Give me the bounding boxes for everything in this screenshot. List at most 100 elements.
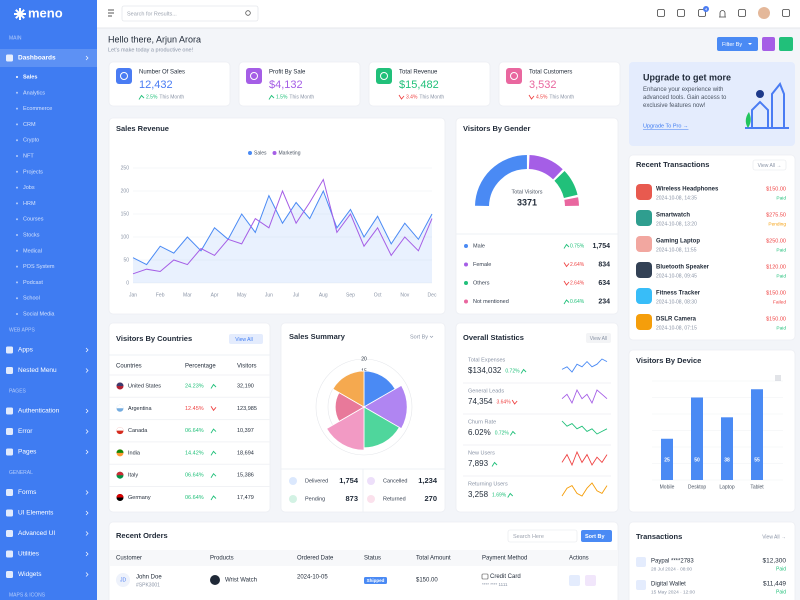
topbar-icon[interactable] [738,9,746,17]
country-percent: 06.64% [185,495,204,501]
transaction-name: Smartwatch [656,213,690,219]
x-tick-label: Oct [374,292,382,298]
legend-label: Sales [254,151,267,157]
menu-item[interactable]: UI Elements [18,510,54,517]
submenu-item[interactable]: School [23,296,40,302]
submenu-item[interactable]: Ecommerce [23,106,52,112]
trend-arrow [520,368,527,374]
submenu-item[interactable]: Podcast [23,280,43,286]
topbar-icon[interactable] [782,9,790,17]
chevron [85,449,89,455]
x-tick-label: Feb [156,292,165,298]
legend-label: Marketing [279,151,301,157]
transaction-amount: $12,300 [763,558,787,565]
action-view[interactable] [569,575,580,586]
submenu-item[interactable]: NFT [23,153,34,159]
sort-button[interactable] [581,530,612,542]
export-button[interactable] [762,37,775,51]
bell-icon[interactable] [719,10,726,18]
sort-label[interactable]: Sort By [410,334,428,340]
search-input[interactable] [507,529,578,543]
submenu-item[interactable]: Jobs [23,185,35,191]
menu-toggle[interactable] [108,9,114,17]
submenu-item[interactable]: Sales [23,74,37,80]
upgrade-link[interactable]: Upgrade To Pro → [643,123,688,129]
topbar-icon[interactable] [698,9,706,17]
bullet [16,281,18,284]
submenu-item[interactable]: Medical [23,248,42,254]
status-icon [289,477,297,485]
section-heading: WEB APPS [9,327,36,333]
payment-method: Credit Card [490,574,521,580]
bar-value-label: 55 [754,457,760,463]
x-tick-label: Sep [346,292,355,298]
order-date: 2024-10-05 [297,575,328,581]
trend-arrow [563,262,570,268]
sparkline [561,388,608,405]
submenu-item[interactable]: Analytics [23,90,45,96]
bullet [16,234,18,236]
action-edit[interactable] [585,575,596,586]
view-all-button[interactable] [229,334,263,344]
submenu-item[interactable]: HRM [23,201,36,207]
stat-change: 1.5% [276,94,288,100]
sparkline [561,420,608,435]
product-icon [636,184,652,200]
button-label[interactable]: View All → [758,163,782,169]
submenu-item[interactable]: Courses [23,217,44,223]
search-input[interactable] [121,5,259,22]
stat-change: 0.72% [505,368,520,374]
greeting: Hello there, Arjun Arora [108,34,201,44]
stat-value: 7,893 [468,459,489,468]
menu-item[interactable]: Advanced UI [18,530,55,537]
submenu-item[interactable]: CRM [23,122,36,128]
menu-item[interactable]: Nested Menu [18,367,57,374]
topbar-icon[interactable] [657,9,665,17]
submenu-item[interactable]: Social Media [23,311,55,317]
menu-icon[interactable] [775,375,781,381]
view-all-link[interactable]: View All → [762,534,786,540]
menu-icon [6,346,13,354]
upgrade-card [629,62,795,146]
x-tick-label: Nov [400,292,409,298]
section-heading: GENERAL [9,470,33,476]
center-label: Total Visitors [511,189,542,195]
payment-icon [636,580,646,590]
submenu-item[interactable]: Crypto [23,138,39,144]
card [628,521,796,600]
polar-slice [363,406,400,449]
menu-item[interactable]: Utilities [18,551,40,558]
x-tick-label: Jul [293,292,299,298]
menu-item[interactable]: Authentication [18,408,60,415]
sparkline [561,358,608,373]
menu-icon [6,509,13,517]
filter-button[interactable] [717,37,758,51]
menu-item[interactable]: Forms [18,489,37,496]
button-label[interactable]: View All [590,336,607,342]
stat-label: Churn Rate [468,419,496,425]
view-all-button[interactable] [752,159,787,171]
button-label[interactable]: View All [235,337,252,343]
filter-label[interactable]: Filter By [722,42,742,48]
submenu-item[interactable]: Projects [23,169,43,175]
card-title: Recent Transactions [636,160,709,169]
menu-item[interactable]: Widgets [18,571,42,578]
stat-icon [506,68,522,84]
menu-item[interactable]: Apps [18,347,34,354]
submenu-item[interactable]: POS System [23,264,55,270]
menu-item[interactable]: Error [18,428,33,435]
polar-slice [363,384,408,430]
share-button[interactable] [779,37,793,51]
value-label: 234 [598,298,610,305]
donut-segment [475,155,528,207]
transaction-amount: $150.00 [766,186,786,192]
menu-item[interactable]: Pages [18,449,37,456]
column-header: Visitors [237,364,257,370]
value-label: 834 [598,261,610,268]
menu-item[interactable]: Dashboards [18,55,56,62]
submenu-item[interactable]: Stocks [23,232,40,238]
topbar-icon[interactable] [677,9,685,17]
avatar[interactable] [758,7,770,19]
button-label[interactable]: Sort By [585,534,606,540]
view-all-button[interactable] [586,333,611,343]
